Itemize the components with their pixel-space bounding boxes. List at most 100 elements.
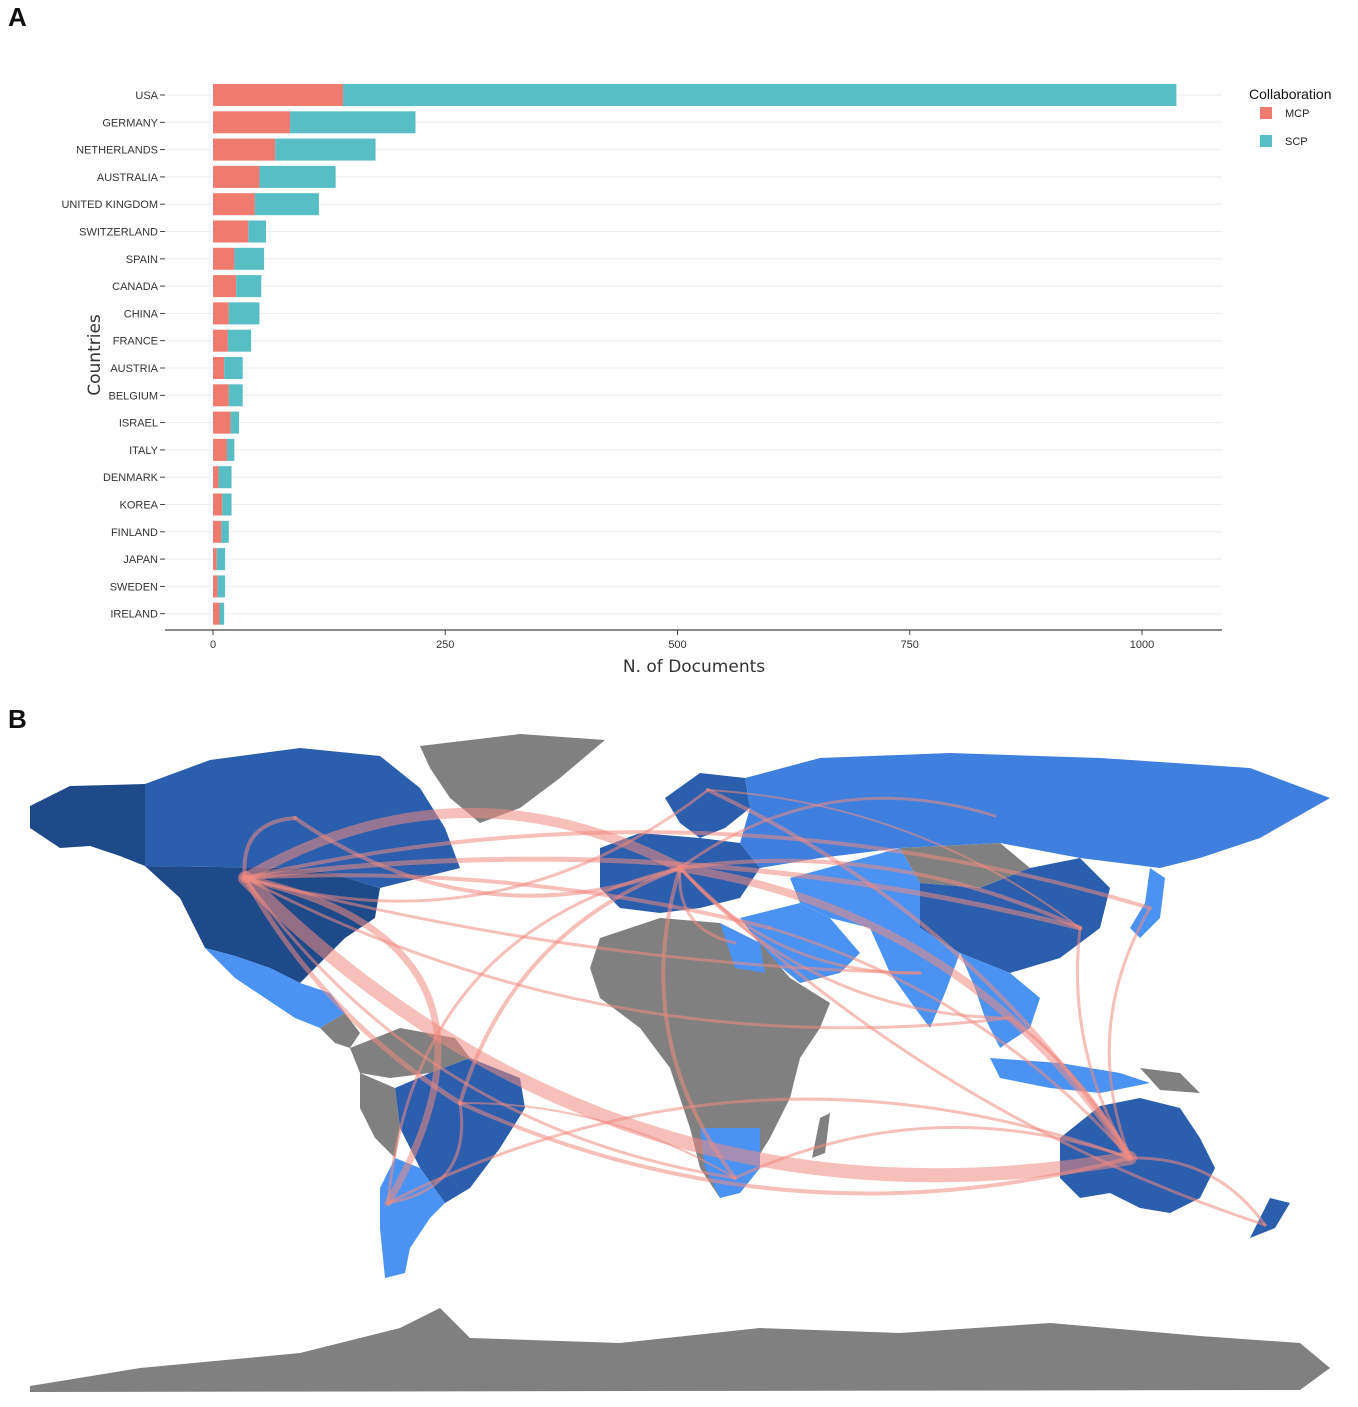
y-tick-label: AUSTRIA: [110, 363, 158, 375]
map-region-scandinavia: [665, 773, 750, 838]
bar-mcp: [213, 575, 218, 598]
map-region-central-america: [320, 1013, 360, 1048]
bar-mcp: [213, 84, 344, 106]
y-axis-title: Countries: [85, 314, 105, 396]
y-tick-label: AUSTRALIA: [97, 172, 159, 184]
bar-mcp: [213, 247, 235, 270]
bar-mcp: [213, 302, 229, 325]
map-svg: [30, 734, 1330, 1392]
map-region-new-zealand: [1250, 1198, 1290, 1238]
bar-scp: [226, 438, 235, 461]
collaboration-link: [458, 866, 682, 1105]
y-tick-label: NETHERLANDS: [76, 145, 158, 157]
map-region-japan: [1130, 868, 1165, 938]
legend-swatch-scp: [1260, 135, 1272, 147]
collaboration-link: [238, 871, 1137, 1183]
bar-scp: [234, 247, 265, 270]
y-tick-label: ISRAEL: [119, 418, 158, 430]
bar-mcp: [213, 193, 255, 216]
panel-letter-a: A: [8, 2, 27, 32]
grid-layer: [165, 94, 1222, 615]
collaboration-link: [678, 866, 737, 945]
collaboration-link: [386, 1097, 1132, 1205]
x-tick-label: 0: [210, 639, 216, 651]
collaboration-link: [242, 875, 463, 1106]
y-tick-label: SPAIN: [126, 254, 158, 266]
bar-mcp: [213, 329, 228, 352]
collaboration-link: [661, 866, 737, 1180]
bar-mcp: [213, 275, 237, 298]
collaboration-link: [458, 1101, 1132, 1196]
panel-letter-b: B: [8, 704, 27, 734]
x-tick-label: 500: [668, 639, 686, 651]
bar-scp: [228, 302, 260, 325]
collaboration-link: [242, 816, 297, 880]
collaboration-link: [768, 926, 1132, 1160]
bar-scp: [227, 329, 252, 352]
map-region-alaska: [30, 784, 145, 866]
y-tick-label: BELGIUM: [108, 390, 158, 402]
collaboration-link: [241, 874, 442, 1207]
bar-scp: [219, 602, 225, 625]
collaboration-link: [240, 808, 685, 883]
bar-scp: [236, 275, 262, 298]
bar-scp: [254, 193, 319, 216]
y-tick-label: FRANCE: [113, 336, 158, 348]
bar-scp: [228, 384, 243, 407]
y-tick-label: SWITZERLAND: [79, 227, 158, 239]
x-tick-label: 1000: [1130, 639, 1154, 651]
y-tick-label: SWEDEN: [110, 581, 158, 593]
legend-swatch-mcp: [1260, 107, 1272, 119]
world-map: [0, 728, 1358, 1402]
collaboration-link: [707, 789, 1081, 929]
bar-mcp: [213, 138, 276, 161]
y-tick-label: GERMANY: [102, 117, 158, 129]
bar-scp: [218, 466, 232, 489]
bar-scp: [224, 357, 243, 379]
collaboration-link: [386, 1101, 464, 1205]
collaboration-link: [243, 873, 772, 930]
y-tick-label: JAPAN: [123, 554, 158, 566]
bar-scp: [275, 138, 376, 161]
bar-mcp: [213, 548, 217, 571]
y-tick-labels: USA GERMANY NETHERLANDS AUSTRALIA UNITED KIN…: [61, 90, 165, 621]
y-tick-label: DENMARK: [103, 472, 159, 484]
map-region-india: [870, 928, 960, 1028]
collaboration-link: [678, 796, 997, 870]
y-tick-label: CHINA: [124, 308, 159, 320]
collaboration-link: [386, 866, 682, 1205]
bar-scp: [248, 220, 266, 243]
map-region-greenland: [420, 734, 605, 823]
collaboration-link: [243, 876, 737, 1180]
bar-mcp: [213, 384, 229, 407]
legend-title: Collaboration: [1249, 86, 1332, 102]
collaboration-link: [678, 866, 1012, 1020]
collaboration-link: [1107, 906, 1152, 1160]
bar-mcp: [213, 602, 220, 625]
legend: Collaboration MCP SCP: [1249, 86, 1332, 148]
bar-scp: [222, 493, 232, 516]
bar-mcp: [213, 493, 223, 516]
x-tick-label: 250: [436, 639, 454, 651]
map-region-andes: [360, 1073, 400, 1158]
x-axis-title: N. of Documents: [623, 657, 765, 677]
bar-scp: [230, 411, 240, 434]
y-tick-label: FINLAND: [111, 527, 158, 539]
x-axis: 0 250 500 750 1000: [165, 629, 1222, 651]
bar-mcp: [213, 520, 222, 543]
collaboration-link: [243, 876, 922, 975]
bar-scp: [290, 111, 416, 134]
bar-scp: [259, 165, 336, 188]
bar-mcp: [213, 111, 291, 134]
collaboration-link: [733, 1125, 1132, 1180]
y-tick-label: CANADA: [112, 281, 159, 293]
x-tick-label: 750: [901, 639, 919, 651]
bar-chart: USA GERMANY NETHERLANDS AUSTRALIA UNITED KIN…: [61, 84, 1332, 677]
map-region-africa: [590, 918, 830, 1198]
y-tick-label: ITALY: [129, 445, 159, 457]
collaboration-link: [1128, 1156, 1267, 1227]
map-region-egypt: [720, 923, 765, 973]
legend-label-scp: SCP: [1285, 136, 1308, 148]
map-region-russia: [740, 753, 1330, 868]
map-region-china: [920, 858, 1110, 973]
